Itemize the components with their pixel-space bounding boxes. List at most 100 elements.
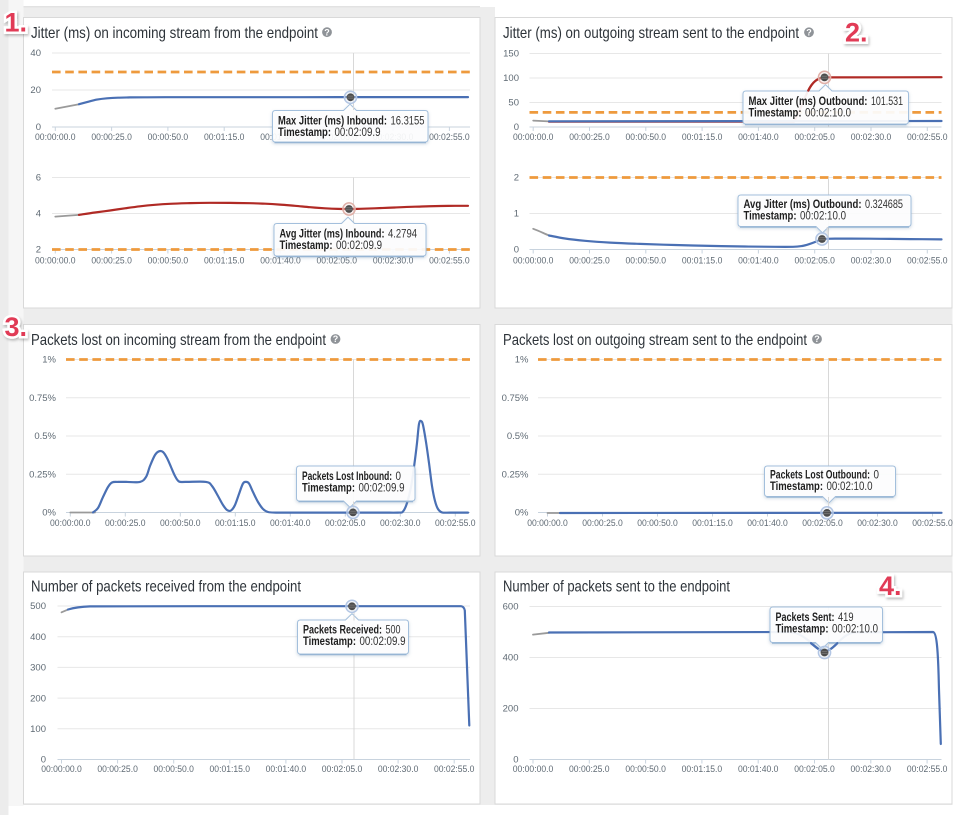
svg-text:4.: 4. [879, 571, 902, 601]
svg-text:00:02:55.0: 00:02:55.0 [912, 518, 953, 529]
svg-text:00:02:55.0: 00:02:55.0 [435, 518, 476, 529]
svg-text:600: 600 [503, 602, 519, 613]
svg-text:Timestamp:: Timestamp: [744, 209, 797, 223]
svg-text:419: 419 [838, 610, 854, 624]
svg-text:00:02:05.0: 00:02:05.0 [802, 518, 843, 529]
svg-text:500: 500 [30, 601, 46, 612]
svg-text:0.5%: 0.5% [34, 431, 56, 442]
svg-text:00:01:15.0: 00:01:15.0 [210, 764, 251, 775]
svg-text:00:02:30.0: 00:02:30.0 [851, 132, 892, 143]
svg-text:00:02:55.0: 00:02:55.0 [907, 132, 948, 143]
svg-text:00:01:15.0: 00:01:15.0 [682, 764, 723, 775]
svg-text:0: 0 [41, 755, 46, 766]
svg-text:00:00:50.0: 00:00:50.0 [153, 764, 194, 775]
svg-text:0%: 0% [42, 508, 56, 519]
svg-text:2: 2 [514, 173, 519, 184]
svg-text:101.531: 101.531 [871, 94, 903, 108]
svg-text:00:01:40.0: 00:01:40.0 [747, 518, 788, 529]
svg-text:00:00:25.0: 00:00:25.0 [91, 132, 132, 143]
svg-text:00:01:15.0: 00:01:15.0 [215, 518, 256, 529]
svg-text:00:00:00.0: 00:00:00.0 [527, 518, 568, 529]
svg-text:00:02:10.0: 00:02:10.0 [800, 209, 846, 223]
svg-text:00:00:50.0: 00:00:50.0 [626, 256, 667, 267]
svg-text:00:00:50.0: 00:00:50.0 [160, 518, 201, 529]
svg-text:?: ? [333, 334, 339, 344]
svg-text:Packets Lost Outbound:: Packets Lost Outbound: [770, 468, 870, 482]
svg-text:Number of packets sent to the: Number of packets sent to the endpoint [503, 579, 730, 596]
svg-text:00:02:10.0: 00:02:10.0 [805, 106, 851, 120]
svg-text:Timestamp:: Timestamp: [302, 481, 355, 495]
svg-text:00:00:00.0: 00:00:00.0 [50, 518, 91, 529]
svg-text:40: 40 [30, 48, 41, 59]
svg-text:00:02:30.0: 00:02:30.0 [851, 764, 892, 775]
svg-text:00:01:15.0: 00:01:15.0 [204, 256, 245, 267]
svg-text:00:00:50.0: 00:00:50.0 [148, 256, 189, 267]
svg-text:00:02:30.0: 00:02:30.0 [373, 256, 414, 267]
svg-text:1%: 1% [515, 355, 529, 366]
svg-text:00:00:50.0: 00:00:50.0 [625, 764, 666, 775]
svg-text:00:01:15.0: 00:01:15.0 [204, 132, 245, 143]
svg-text:Timestamp:: Timestamp: [776, 622, 829, 636]
svg-text:3.: 3. [5, 312, 28, 342]
svg-text:Timestamp:: Timestamp: [749, 106, 802, 120]
svg-text:00:02:30.0: 00:02:30.0 [851, 256, 892, 267]
svg-text:00:00:00.0: 00:00:00.0 [513, 764, 554, 775]
svg-text:Packets Lost Inbound:: Packets Lost Inbound: [302, 469, 392, 483]
svg-text:150: 150 [503, 49, 519, 60]
svg-text:Jitter (ms) on outgoing stream: Jitter (ms) on outgoing stream sent to t… [503, 25, 799, 42]
svg-text:00:02:30.0: 00:02:30.0 [380, 518, 421, 529]
svg-text:00:02:05.0: 00:02:05.0 [794, 764, 835, 775]
svg-text:Max Jitter (ms) Inbound:: Max Jitter (ms) Inbound: [278, 114, 387, 128]
svg-text:00:00:00.0: 00:00:00.0 [35, 256, 76, 267]
svg-text:100: 100 [30, 724, 46, 735]
svg-text:16.3155: 16.3155 [391, 114, 425, 128]
svg-text:200: 200 [30, 693, 46, 704]
svg-text:00:00:25.0: 00:00:25.0 [569, 256, 610, 267]
svg-text:00:01:40.0: 00:01:40.0 [738, 764, 779, 775]
svg-text:00:00:50.0: 00:00:50.0 [148, 132, 189, 143]
svg-text:0: 0 [396, 469, 402, 483]
svg-text:?: ? [814, 334, 820, 344]
svg-text:0.25%: 0.25% [502, 470, 529, 481]
svg-text:00:01:15.0: 00:01:15.0 [682, 256, 723, 267]
svg-text:2: 2 [36, 245, 41, 256]
svg-text:00:01:15.0: 00:01:15.0 [692, 518, 733, 529]
svg-text:0: 0 [514, 245, 519, 256]
svg-text:0.25%: 0.25% [29, 470, 56, 481]
svg-text:00:02:09.9: 00:02:09.9 [335, 125, 381, 139]
svg-text:00:02:05.0: 00:02:05.0 [794, 256, 835, 267]
svg-text:00:02:10.0: 00:02:10.0 [827, 479, 873, 493]
svg-text:Avg Jitter (ms) Outbound:: Avg Jitter (ms) Outbound: [744, 197, 862, 211]
svg-text:00:01:40.0: 00:01:40.0 [738, 132, 779, 143]
svg-text:1%: 1% [42, 355, 56, 366]
svg-text:200: 200 [503, 704, 519, 715]
svg-text:1: 1 [514, 209, 519, 220]
svg-text:400: 400 [503, 653, 519, 664]
svg-text:0: 0 [513, 755, 518, 766]
svg-text:00:00:25.0: 00:00:25.0 [569, 764, 610, 775]
svg-text:00:02:55.0: 00:02:55.0 [434, 764, 475, 775]
svg-text:00:01:40.0: 00:01:40.0 [270, 518, 311, 529]
svg-text:00:01:40.0: 00:01:40.0 [266, 764, 307, 775]
svg-text:00:02:55.0: 00:02:55.0 [907, 764, 948, 775]
svg-text:00:00:00.0: 00:00:00.0 [513, 132, 554, 143]
svg-text:00:02:30.0: 00:02:30.0 [857, 518, 898, 529]
svg-text:50: 50 [508, 98, 519, 109]
svg-text:00:02:55.0: 00:02:55.0 [429, 256, 470, 267]
svg-text:00:02:09.9: 00:02:09.9 [336, 238, 382, 252]
svg-text:0: 0 [514, 122, 519, 133]
svg-text:Avg Jitter (ms) Inbound:: Avg Jitter (ms) Inbound: [280, 227, 385, 241]
svg-text:0.75%: 0.75% [502, 393, 529, 404]
svg-text:00:00:00.0: 00:00:00.0 [41, 764, 82, 775]
svg-text:0%: 0% [515, 508, 529, 519]
svg-text:00:02:05.0: 00:02:05.0 [322, 764, 363, 775]
svg-text:0: 0 [36, 122, 41, 133]
svg-text:2.: 2. [845, 18, 868, 48]
svg-text:00:02:30.0: 00:02:30.0 [378, 764, 419, 775]
svg-text:00:00:50.0: 00:00:50.0 [637, 518, 678, 529]
svg-text:Timestamp:: Timestamp: [303, 634, 356, 648]
svg-text:00:02:09.9: 00:02:09.9 [360, 634, 406, 648]
svg-text:00:02:05.0: 00:02:05.0 [317, 256, 358, 267]
svg-text:00:02:05.0: 00:02:05.0 [325, 518, 366, 529]
svg-text:Number of packets received fro: Number of packets received from the endp… [31, 579, 301, 596]
